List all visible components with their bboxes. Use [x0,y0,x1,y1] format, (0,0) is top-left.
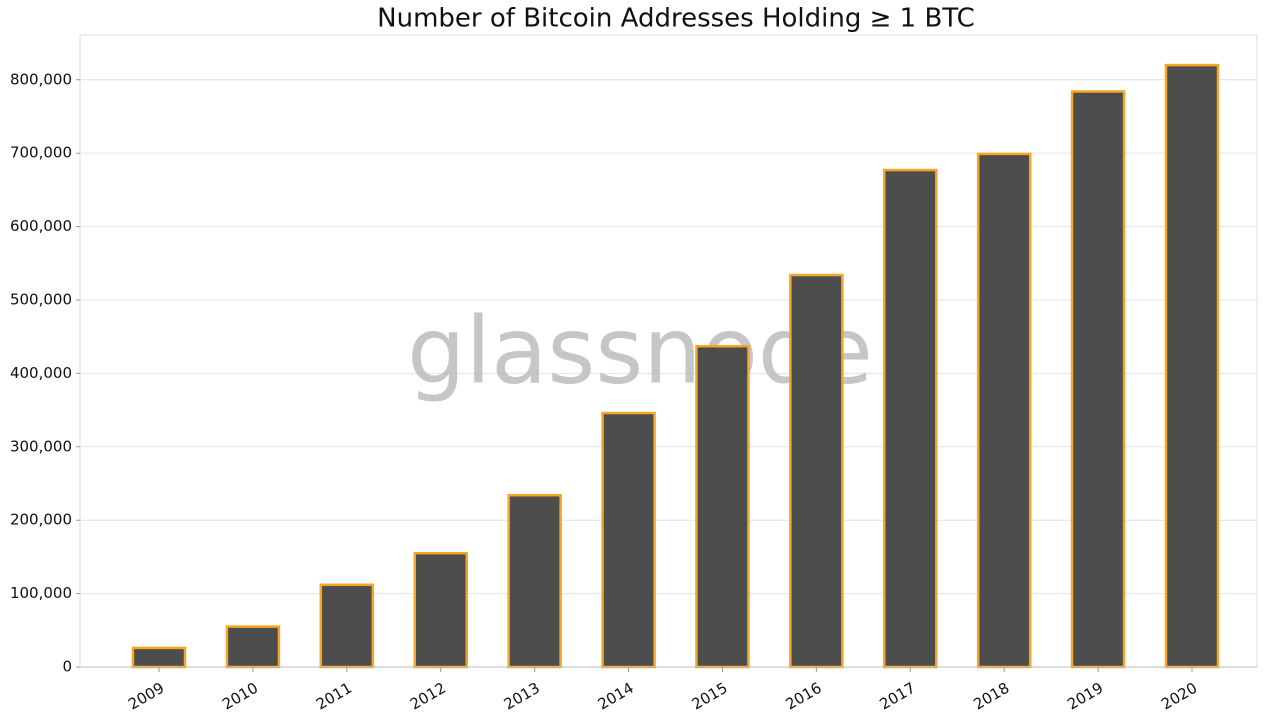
y-tick-label: 700,000 [10,144,72,162]
y-tick-label: 500,000 [10,290,72,308]
plot-area [79,34,1258,668]
bar [131,646,187,669]
y-tick-label: 100,000 [10,584,72,602]
chart-title: Number of Bitcoin Addresses Holding ≥ 1 … [377,4,975,34]
y-tick-label: 600,000 [10,217,72,235]
x-tick-label: 2018 [970,679,1012,714]
x-tick-label: 2017 [876,679,918,714]
y-tick-label: 400,000 [10,364,72,382]
y-tick-label: 0 [62,658,72,676]
bar [1070,90,1126,669]
bar [601,411,656,669]
x-tick-label: 2009 [125,679,167,714]
bar [1164,63,1220,669]
x-tick-label: 2014 [595,679,637,714]
x-tick-label: 2011 [313,679,355,714]
x-tick-label: 2010 [219,679,261,714]
y-tick-label: 300,000 [10,437,72,455]
x-tick-label: 2012 [407,679,449,714]
x-tick-label: 2016 [783,679,825,714]
x-tick-label: 2013 [501,679,543,714]
y-tick-label: 200,000 [10,511,72,529]
bar [507,493,562,669]
bar [976,152,1032,669]
bar [413,551,468,669]
bar [789,273,844,669]
x-tick-label: 2019 [1064,679,1106,714]
y-tick-label: 800,000 [10,70,72,88]
bar [225,625,281,669]
bar [319,583,375,669]
x-tick-label: 2020 [1158,679,1200,714]
bar [695,344,750,669]
x-tick-label: 2015 [689,679,731,714]
bar [883,168,938,669]
